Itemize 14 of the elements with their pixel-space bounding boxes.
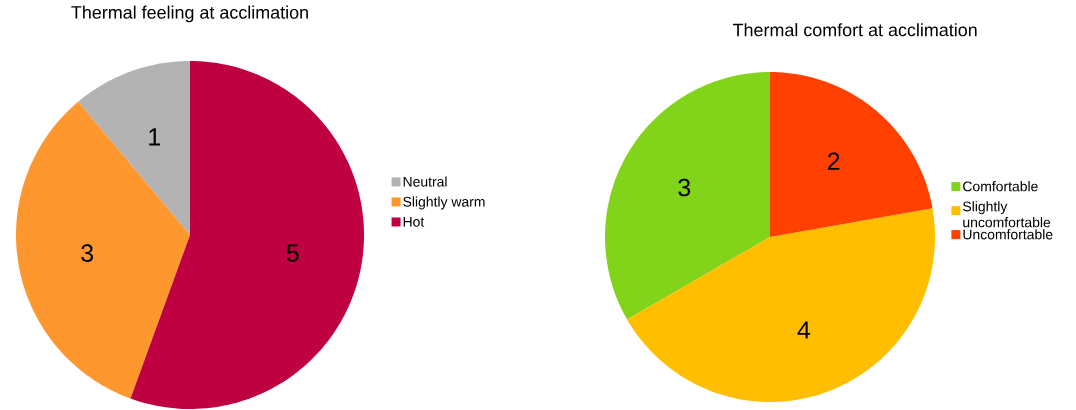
data-label: 2 (827, 152, 840, 170)
legend-label: Hot (403, 217, 425, 227)
chart-title: Thermal comfort at acclimation (732, 23, 977, 37)
legend-label: Slightly warm (403, 196, 485, 210)
data-label: 3 (81, 244, 94, 262)
data-label: 3 (678, 178, 691, 197)
data-label: 4 (797, 321, 811, 339)
legend-label: Uncomfortable (963, 229, 1053, 240)
chart-title: Thermal feeling at acclimation (71, 5, 308, 23)
data-label: 1 (149, 128, 161, 146)
legend-label: Neutral (403, 176, 447, 187)
legend-label: Slightly uncomfortable (963, 201, 1051, 228)
data-label: 5 (286, 244, 299, 262)
legend-label: Comfortable (963, 181, 1038, 192)
